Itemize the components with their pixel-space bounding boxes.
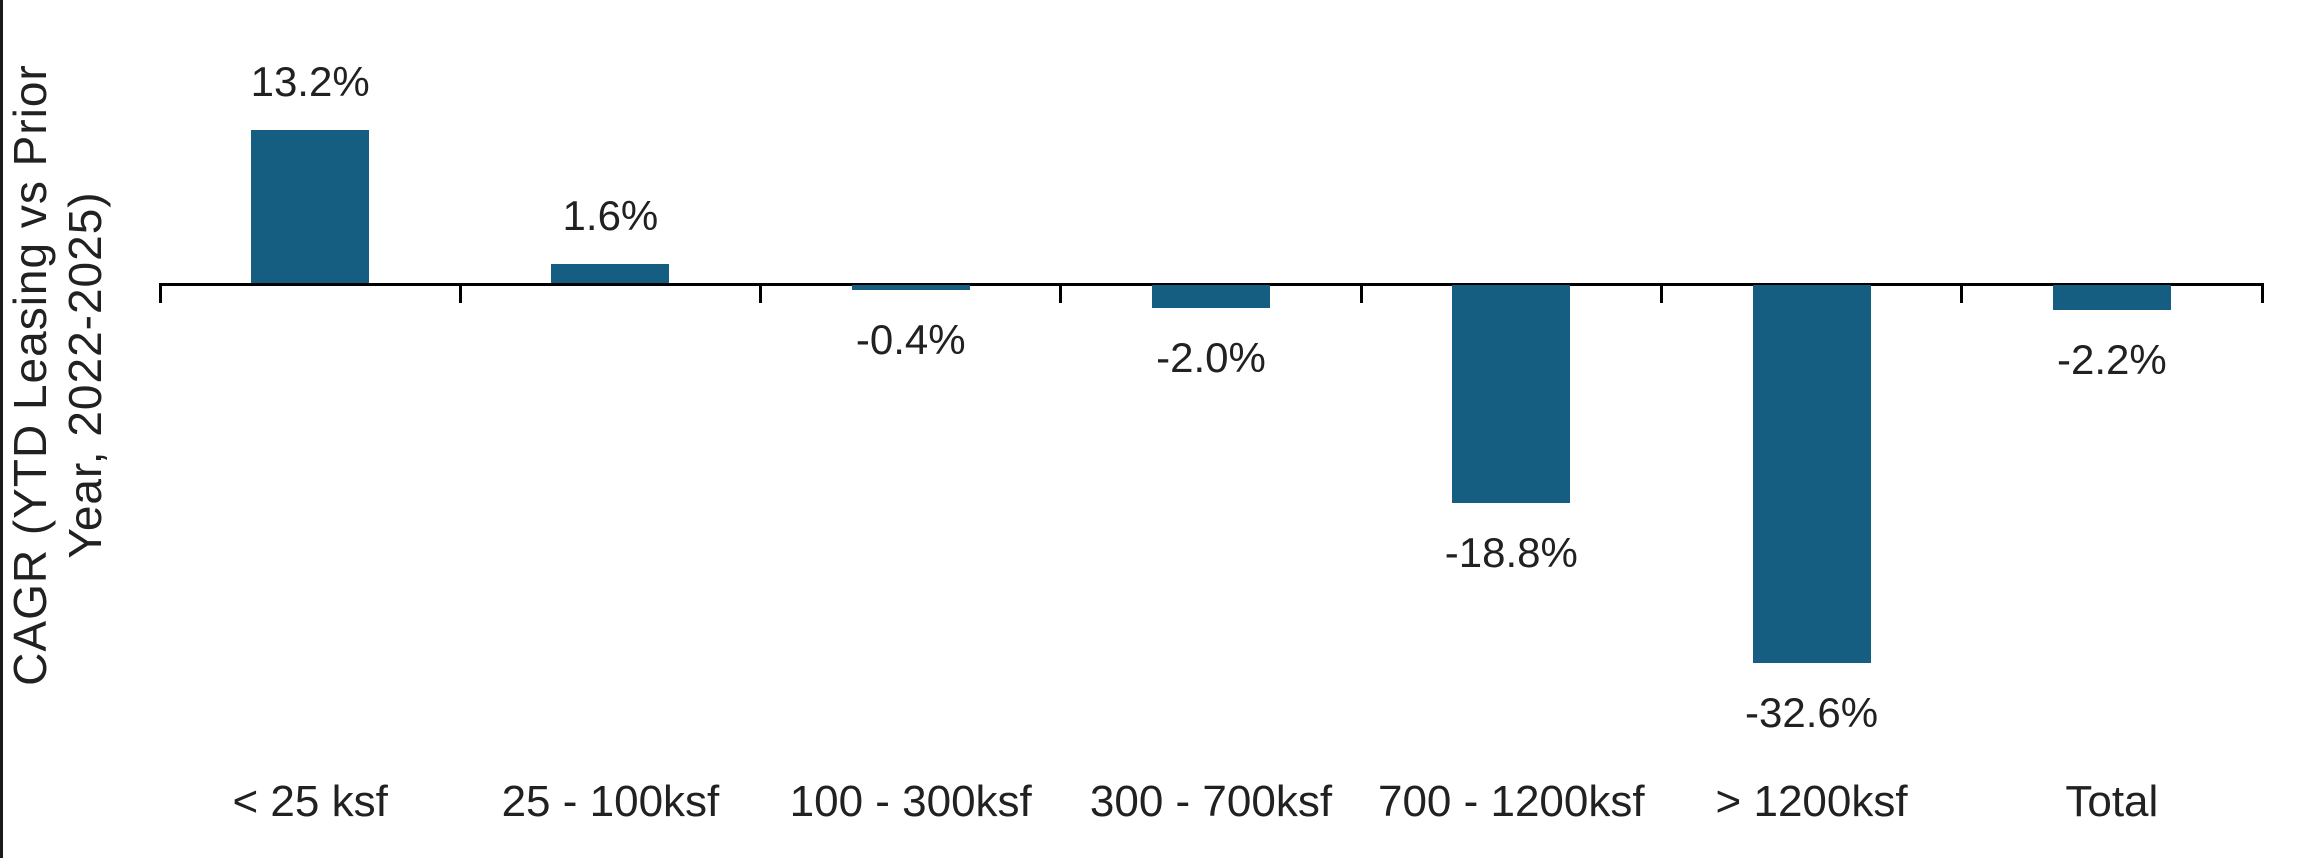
x-axis-tick xyxy=(1659,283,1663,303)
category-label-6: > 1200ksf xyxy=(1715,777,1908,826)
value-label-2: 1.6% xyxy=(562,192,659,240)
page-left-border xyxy=(0,0,3,858)
value-label-3: -0.4% xyxy=(855,315,966,363)
x-axis-tick xyxy=(2260,283,2264,303)
category-label-1: < 25 ksf xyxy=(232,777,388,826)
x-axis-tick xyxy=(158,283,162,303)
x-axis-tick xyxy=(759,283,763,303)
category-label-2: 25 - 100ksf xyxy=(501,777,720,826)
x-axis-tick xyxy=(1059,283,1063,303)
value-label-7: -2.2% xyxy=(2056,336,2167,384)
bar-5 xyxy=(1452,285,1571,503)
x-axis-line xyxy=(160,283,2262,286)
x-axis-tick xyxy=(1359,283,1363,303)
bar-1 xyxy=(251,130,370,283)
bar-2 xyxy=(551,264,670,283)
x-axis-tick xyxy=(1960,283,1964,303)
bar-4 xyxy=(1152,285,1270,309)
bar-3 xyxy=(851,285,970,290)
value-label-1: 13.2% xyxy=(250,58,370,105)
category-label-7: Total xyxy=(2065,777,2159,826)
bar-6 xyxy=(1752,285,1871,663)
value-label-5: -18.8% xyxy=(1444,528,1578,576)
y-axis-label-line-2: Year, 2022-2025) xyxy=(59,191,111,559)
category-label-4: 300 - 700ksf xyxy=(1089,777,1333,826)
category-label-5: 700 - 1200ksf xyxy=(1377,777,1645,826)
y-axis-label: CAGR (YTD Leasing vs Prior Year, 2022-20… xyxy=(3,64,113,686)
value-label-6: -32.6% xyxy=(1745,688,1879,736)
y-axis-label-line-1: CAGR (YTD Leasing vs Prior xyxy=(4,64,56,686)
category-label-3: 100 - 300ksf xyxy=(789,777,1032,826)
value-label-4: -2.0% xyxy=(1156,334,1266,382)
x-axis-tick xyxy=(458,283,462,303)
bar-7 xyxy=(2052,285,2171,311)
